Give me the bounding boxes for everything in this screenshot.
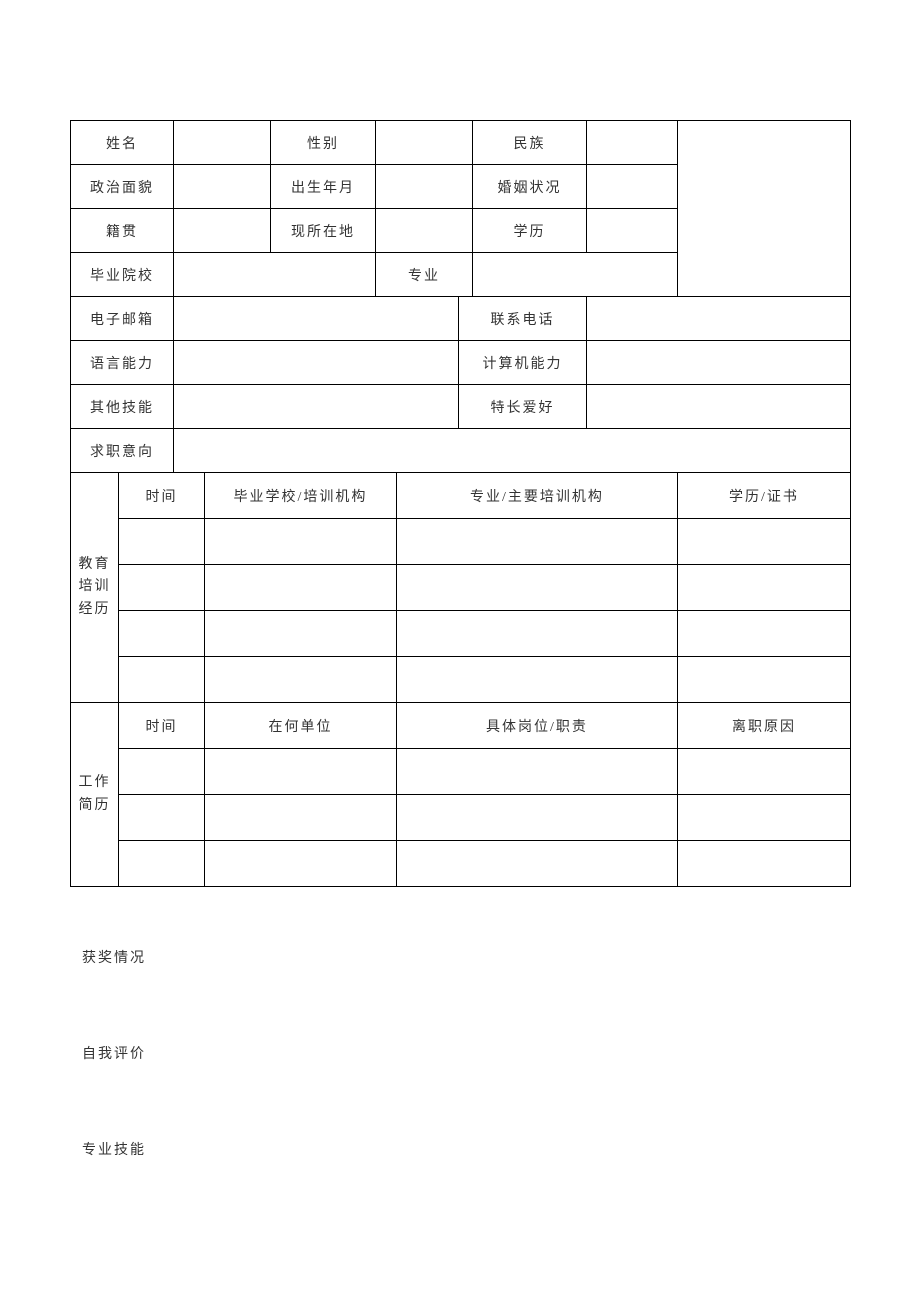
edu-header-major: 专业/主要培训机构 xyxy=(397,473,678,519)
resume-form-table: 姓名 性别 民族 政治面貌 出生年月 婚姻状况 籍贯 现所在地 学历 毕业院校 … xyxy=(70,120,851,887)
edu-header-school: 毕业学校/培训机构 xyxy=(205,473,397,519)
label-dob: 出生年月 xyxy=(271,165,376,209)
work-header-reason: 离职原因 xyxy=(678,703,851,749)
work-cell xyxy=(119,749,205,795)
value-marriage xyxy=(587,165,678,209)
value-major xyxy=(473,253,678,297)
value-email xyxy=(174,297,459,341)
work-cell xyxy=(397,795,678,841)
label-other-skill: 其他技能 xyxy=(71,385,174,429)
work-row-2 xyxy=(71,795,851,841)
label-computer: 计算机能力 xyxy=(459,341,587,385)
edu-row-2 xyxy=(71,565,851,611)
label-marriage: 婚姻状况 xyxy=(473,165,587,209)
work-row-1 xyxy=(71,749,851,795)
photo-cell xyxy=(678,121,851,297)
edu-cell xyxy=(119,611,205,657)
label-major: 专业 xyxy=(376,253,473,297)
label-name: 姓名 xyxy=(71,121,174,165)
edu-cell xyxy=(397,611,678,657)
value-name xyxy=(174,121,271,165)
edu-row-3 xyxy=(71,611,851,657)
edu-cell xyxy=(678,657,851,703)
row-other-skill: 其他技能 特长爱好 xyxy=(71,385,851,429)
work-cell xyxy=(119,795,205,841)
value-origin xyxy=(174,209,271,253)
edu-cell xyxy=(119,657,205,703)
work-cell xyxy=(678,795,851,841)
pro-skill-label: 专业技能 xyxy=(82,1139,850,1159)
label-hobby: 特长爱好 xyxy=(459,385,587,429)
edu-cell xyxy=(205,657,397,703)
label-origin: 籍贯 xyxy=(71,209,174,253)
value-language xyxy=(174,341,459,385)
edu-cell xyxy=(119,565,205,611)
edu-cell xyxy=(678,611,851,657)
label-ethnicity: 民族 xyxy=(473,121,587,165)
edu-row-1 xyxy=(71,519,851,565)
work-header-row: 工作简历 时间 在何单位 具体岗位/职责 离职原因 xyxy=(71,703,851,749)
row-language: 语言能力 计算机能力 xyxy=(71,341,851,385)
below-section: 获奖情况 自我评价 专业技能 xyxy=(70,947,850,1159)
value-job-intent xyxy=(174,429,851,473)
work-cell xyxy=(205,795,397,841)
work-header-time: 时间 xyxy=(119,703,205,749)
row-name: 姓名 性别 民族 xyxy=(71,121,851,165)
label-gender: 性别 xyxy=(271,121,376,165)
work-header-company: 在何单位 xyxy=(205,703,397,749)
label-language: 语言能力 xyxy=(71,341,174,385)
work-cell xyxy=(678,749,851,795)
row-job-intent: 求职意向 xyxy=(71,429,851,473)
edu-cell xyxy=(205,519,397,565)
value-phone xyxy=(587,297,851,341)
edu-header-cert: 学历/证书 xyxy=(678,473,851,519)
edu-cell xyxy=(397,565,678,611)
work-header-position: 具体岗位/职责 xyxy=(397,703,678,749)
value-dob xyxy=(376,165,473,209)
self-eval-label: 自我评价 xyxy=(82,1043,850,1063)
work-section-title: 工作简历 xyxy=(71,703,119,887)
work-row-3 xyxy=(71,841,851,887)
edu-cell xyxy=(678,565,851,611)
value-ethnicity xyxy=(587,121,678,165)
label-location: 现所在地 xyxy=(271,209,376,253)
label-school: 毕业院校 xyxy=(71,253,174,297)
work-cell xyxy=(119,841,205,887)
edu-cell xyxy=(397,657,678,703)
edu-section-title: 教育培训经历 xyxy=(71,473,119,703)
row-email: 电子邮箱 联系电话 xyxy=(71,297,851,341)
work-cell xyxy=(397,749,678,795)
awards-label: 获奖情况 xyxy=(82,947,850,967)
label-politics: 政治面貌 xyxy=(71,165,174,209)
value-school xyxy=(174,253,376,297)
work-cell xyxy=(205,841,397,887)
value-politics xyxy=(174,165,271,209)
label-education: 学历 xyxy=(473,209,587,253)
edu-header-time: 时间 xyxy=(119,473,205,519)
label-job-intent: 求职意向 xyxy=(71,429,174,473)
value-education xyxy=(587,209,678,253)
edu-cell xyxy=(205,565,397,611)
edu-cell xyxy=(205,611,397,657)
label-phone: 联系电话 xyxy=(459,297,587,341)
value-location xyxy=(376,209,473,253)
edu-cell xyxy=(678,519,851,565)
value-gender xyxy=(376,121,473,165)
label-email: 电子邮箱 xyxy=(71,297,174,341)
work-cell xyxy=(205,749,397,795)
work-cell xyxy=(397,841,678,887)
value-other-skill xyxy=(174,385,459,429)
edu-header-row: 教育培训经历 时间 毕业学校/培训机构 专业/主要培训机构 学历/证书 xyxy=(71,473,851,519)
edu-cell xyxy=(119,519,205,565)
edu-cell xyxy=(397,519,678,565)
value-hobby xyxy=(587,385,851,429)
edu-row-4 xyxy=(71,657,851,703)
value-computer xyxy=(587,341,851,385)
work-cell xyxy=(678,841,851,887)
